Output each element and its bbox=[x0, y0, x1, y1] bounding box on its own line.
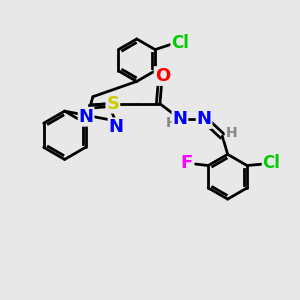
Text: Cl: Cl bbox=[171, 34, 189, 52]
Text: N: N bbox=[109, 118, 124, 136]
Text: F: F bbox=[181, 154, 193, 172]
Text: N: N bbox=[172, 110, 188, 128]
Text: H: H bbox=[225, 126, 237, 140]
Text: N: N bbox=[79, 108, 94, 126]
Text: O: O bbox=[155, 67, 170, 85]
Text: H: H bbox=[165, 116, 177, 130]
Text: Cl: Cl bbox=[262, 154, 280, 172]
Text: N: N bbox=[196, 110, 211, 128]
Text: S: S bbox=[106, 95, 119, 113]
